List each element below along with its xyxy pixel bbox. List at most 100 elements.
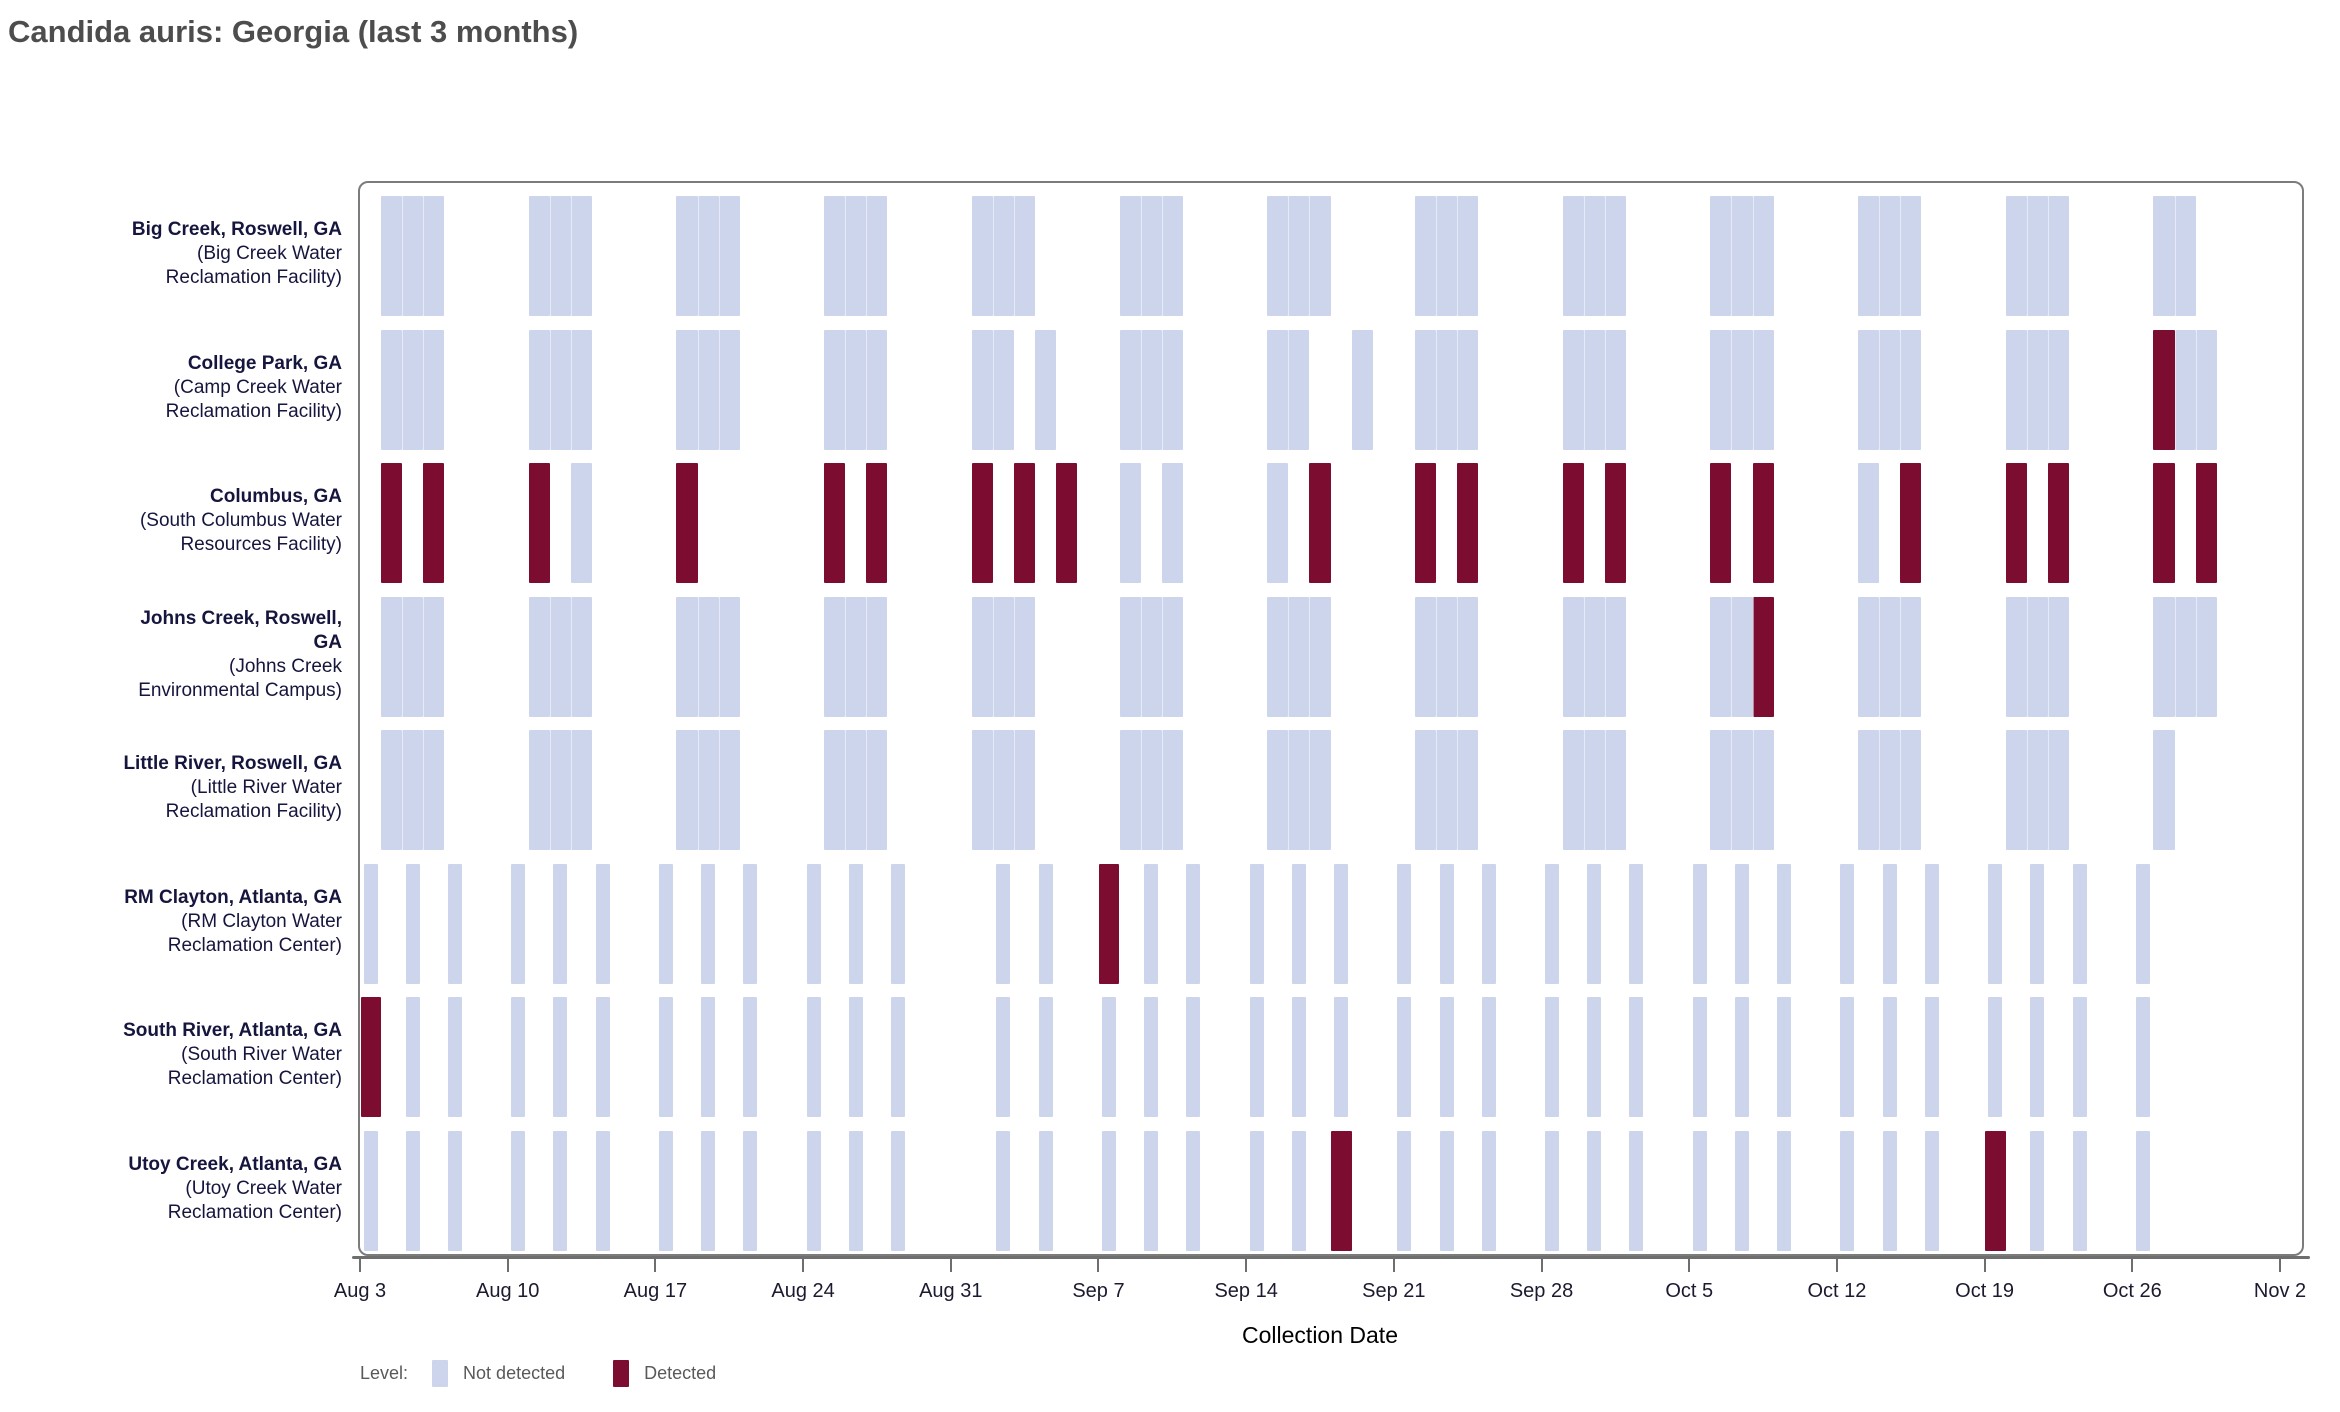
sample-bar[interactable]	[1014, 196, 1036, 316]
sample-bar[interactable]	[824, 596, 846, 717]
sample-bar[interactable]	[1879, 730, 1901, 850]
sample-bar[interactable]	[595, 863, 610, 984]
sample-bar[interactable]	[1900, 329, 1922, 450]
sample-bar[interactable]	[1439, 863, 1454, 984]
sample-bar[interactable]	[381, 196, 403, 316]
sample-bar[interactable]	[1583, 196, 1605, 316]
sample-bar[interactable]	[992, 730, 1015, 850]
sample-bar[interactable]	[511, 997, 526, 1117]
sample-bar[interactable]	[1710, 196, 1732, 316]
sample-bar[interactable]	[2195, 329, 2217, 450]
sample-bar[interactable]	[528, 196, 550, 316]
sample-bar[interactable]	[1186, 863, 1201, 984]
sample-bar[interactable]	[971, 329, 993, 450]
sample-bar[interactable]	[2135, 997, 2150, 1117]
sample-bar[interactable]	[848, 863, 863, 984]
sample-bar[interactable]	[1587, 863, 1602, 984]
sample-bar[interactable]	[2030, 863, 2045, 984]
sample-bar[interactable]	[1752, 463, 1774, 583]
sample-bar[interactable]	[2005, 730, 2027, 850]
sample-bar[interactable]	[1119, 596, 1141, 717]
sample-bar[interactable]	[553, 1130, 568, 1251]
sample-bar[interactable]	[511, 1130, 526, 1251]
sample-bar[interactable]	[381, 730, 403, 850]
sample-bar[interactable]	[676, 329, 698, 450]
sample-bar[interactable]	[1140, 730, 1162, 850]
sample-bar[interactable]	[845, 730, 867, 850]
sample-bar[interactable]	[697, 596, 719, 717]
sample-bar[interactable]	[676, 730, 698, 850]
sample-bar[interactable]	[1144, 997, 1159, 1117]
sample-bar[interactable]	[447, 1130, 462, 1251]
sample-bar[interactable]	[824, 329, 846, 450]
sample-bar[interactable]	[1924, 1130, 1939, 1251]
sample-bar[interactable]	[1858, 463, 1880, 583]
sample-bar[interactable]	[658, 1130, 673, 1251]
sample-bar[interactable]	[423, 463, 445, 583]
sample-bar[interactable]	[2047, 196, 2069, 316]
sample-bar[interactable]	[992, 329, 1015, 450]
sample-bar[interactable]	[381, 463, 403, 583]
sample-bar[interactable]	[1879, 196, 1901, 316]
sample-bar[interactable]	[423, 196, 445, 316]
sample-bar[interactable]	[570, 196, 593, 316]
sample-bar[interactable]	[1334, 863, 1349, 984]
sample-bar[interactable]	[2026, 196, 2048, 316]
sample-bar[interactable]	[1144, 1130, 1159, 1251]
sample-bar[interactable]	[1587, 1130, 1602, 1251]
sample-bar[interactable]	[528, 463, 550, 583]
sample-bar[interactable]	[2005, 463, 2027, 583]
sample-bar[interactable]	[2153, 730, 2175, 850]
sample-bar[interactable]	[890, 1130, 905, 1251]
sample-bar[interactable]	[845, 329, 867, 450]
sample-bar[interactable]	[1692, 1130, 1707, 1251]
sample-bar[interactable]	[549, 730, 571, 850]
sample-bar[interactable]	[1457, 596, 1479, 717]
sample-bar[interactable]	[363, 863, 378, 984]
sample-bar[interactable]	[1481, 1130, 1496, 1251]
sample-bar[interactable]	[1161, 329, 1183, 450]
sample-bar[interactable]	[697, 730, 719, 850]
sample-bar[interactable]	[971, 196, 993, 316]
sample-bar[interactable]	[553, 863, 568, 984]
sample-bar[interactable]	[992, 596, 1015, 717]
sample-bar[interactable]	[743, 997, 758, 1117]
sample-bar[interactable]	[447, 863, 462, 984]
sample-bar[interactable]	[2174, 329, 2196, 450]
sample-bar[interactable]	[866, 730, 888, 850]
sample-bar[interactable]	[1858, 730, 1880, 850]
sample-bar[interactable]	[405, 997, 420, 1117]
sample-bar[interactable]	[1288, 329, 1310, 450]
sample-bar[interactable]	[1119, 730, 1141, 850]
sample-bar[interactable]	[1119, 463, 1141, 583]
sample-bar[interactable]	[1186, 997, 1201, 1117]
sample-bar[interactable]	[423, 329, 445, 450]
sample-bar[interactable]	[2174, 196, 2196, 316]
sample-bar[interactable]	[1858, 196, 1880, 316]
sample-bar[interactable]	[595, 997, 610, 1117]
sample-bar[interactable]	[1900, 196, 1922, 316]
sample-bar[interactable]	[402, 196, 424, 316]
sample-bar[interactable]	[1414, 596, 1437, 717]
sample-bar[interactable]	[1731, 596, 1753, 717]
sample-bar[interactable]	[1291, 863, 1306, 984]
sample-bar[interactable]	[1186, 1130, 1201, 1251]
sample-bar[interactable]	[1161, 596, 1183, 717]
sample-bar[interactable]	[1119, 329, 1141, 450]
sample-bar[interactable]	[570, 463, 593, 583]
sample-bar[interactable]	[1397, 1130, 1412, 1251]
sample-bar[interactable]	[824, 730, 846, 850]
sample-bar[interactable]	[447, 997, 462, 1117]
sample-bar[interactable]	[1351, 329, 1373, 450]
sample-bar[interactable]	[1692, 863, 1707, 984]
sample-bar[interactable]	[1882, 1130, 1897, 1251]
sample-bar[interactable]	[549, 196, 571, 316]
sample-bar[interactable]	[676, 196, 698, 316]
sample-bar[interactable]	[2047, 596, 2069, 717]
sample-bar[interactable]	[1481, 997, 1496, 1117]
sample-bar[interactable]	[360, 997, 381, 1117]
sample-bar[interactable]	[2047, 730, 2069, 850]
sample-bar[interactable]	[1288, 596, 1310, 717]
sample-bar[interactable]	[1752, 596, 1774, 717]
sample-bar[interactable]	[1604, 329, 1626, 450]
